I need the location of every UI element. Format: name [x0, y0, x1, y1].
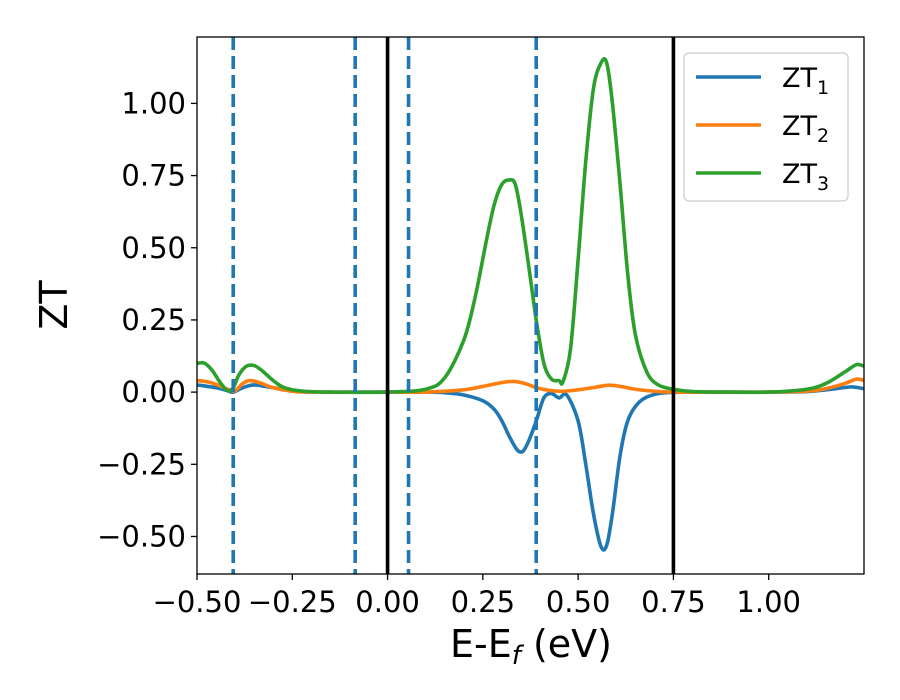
x-tick-label: −0.50: [153, 585, 242, 619]
plot-frame: [196, 36, 865, 575]
legend-box: [683, 52, 849, 202]
x-axis-title: E-Ef (eV): [450, 622, 612, 671]
legend-label-zt2: ZT2: [782, 111, 829, 147]
series-line-zt3: [197, 57, 864, 395]
y-tick-label: 0.50: [121, 231, 186, 265]
axis-tick-labels: −0.50 −0.25 0.00 0.25 0.50 0.75 1.00−0.50−0.25…: [97, 86, 801, 619]
x-tick-label: 0.75: [641, 585, 706, 619]
y-tick-label: 1.00: [121, 86, 186, 120]
axis-ticks: [191, 102, 770, 580]
legend-label-zt1: ZT1: [782, 63, 829, 99]
x-tick-label: 1.00: [736, 585, 801, 619]
legend: ZT1 ZT2 ZT3: [683, 52, 849, 202]
x-tick-label: 0.50: [546, 585, 611, 619]
x-tick-label: 0.00: [355, 585, 420, 619]
series-line-zt1: [197, 383, 864, 552]
x-tick-label: 0.25: [451, 585, 516, 619]
y-tick-label: 0.75: [121, 159, 186, 193]
y-tick-label: −0.50: [97, 519, 186, 553]
y-tick-label: 0.00: [121, 375, 186, 409]
y-axis-title: ZT: [32, 280, 76, 330]
y-tick-label: 0.25: [121, 303, 186, 337]
y-tick-label: −0.25: [97, 447, 186, 481]
x-tick-label: −0.25: [248, 585, 337, 619]
legend-label-zt3: ZT3: [782, 159, 829, 195]
plot-lines: [197, 37, 864, 574]
